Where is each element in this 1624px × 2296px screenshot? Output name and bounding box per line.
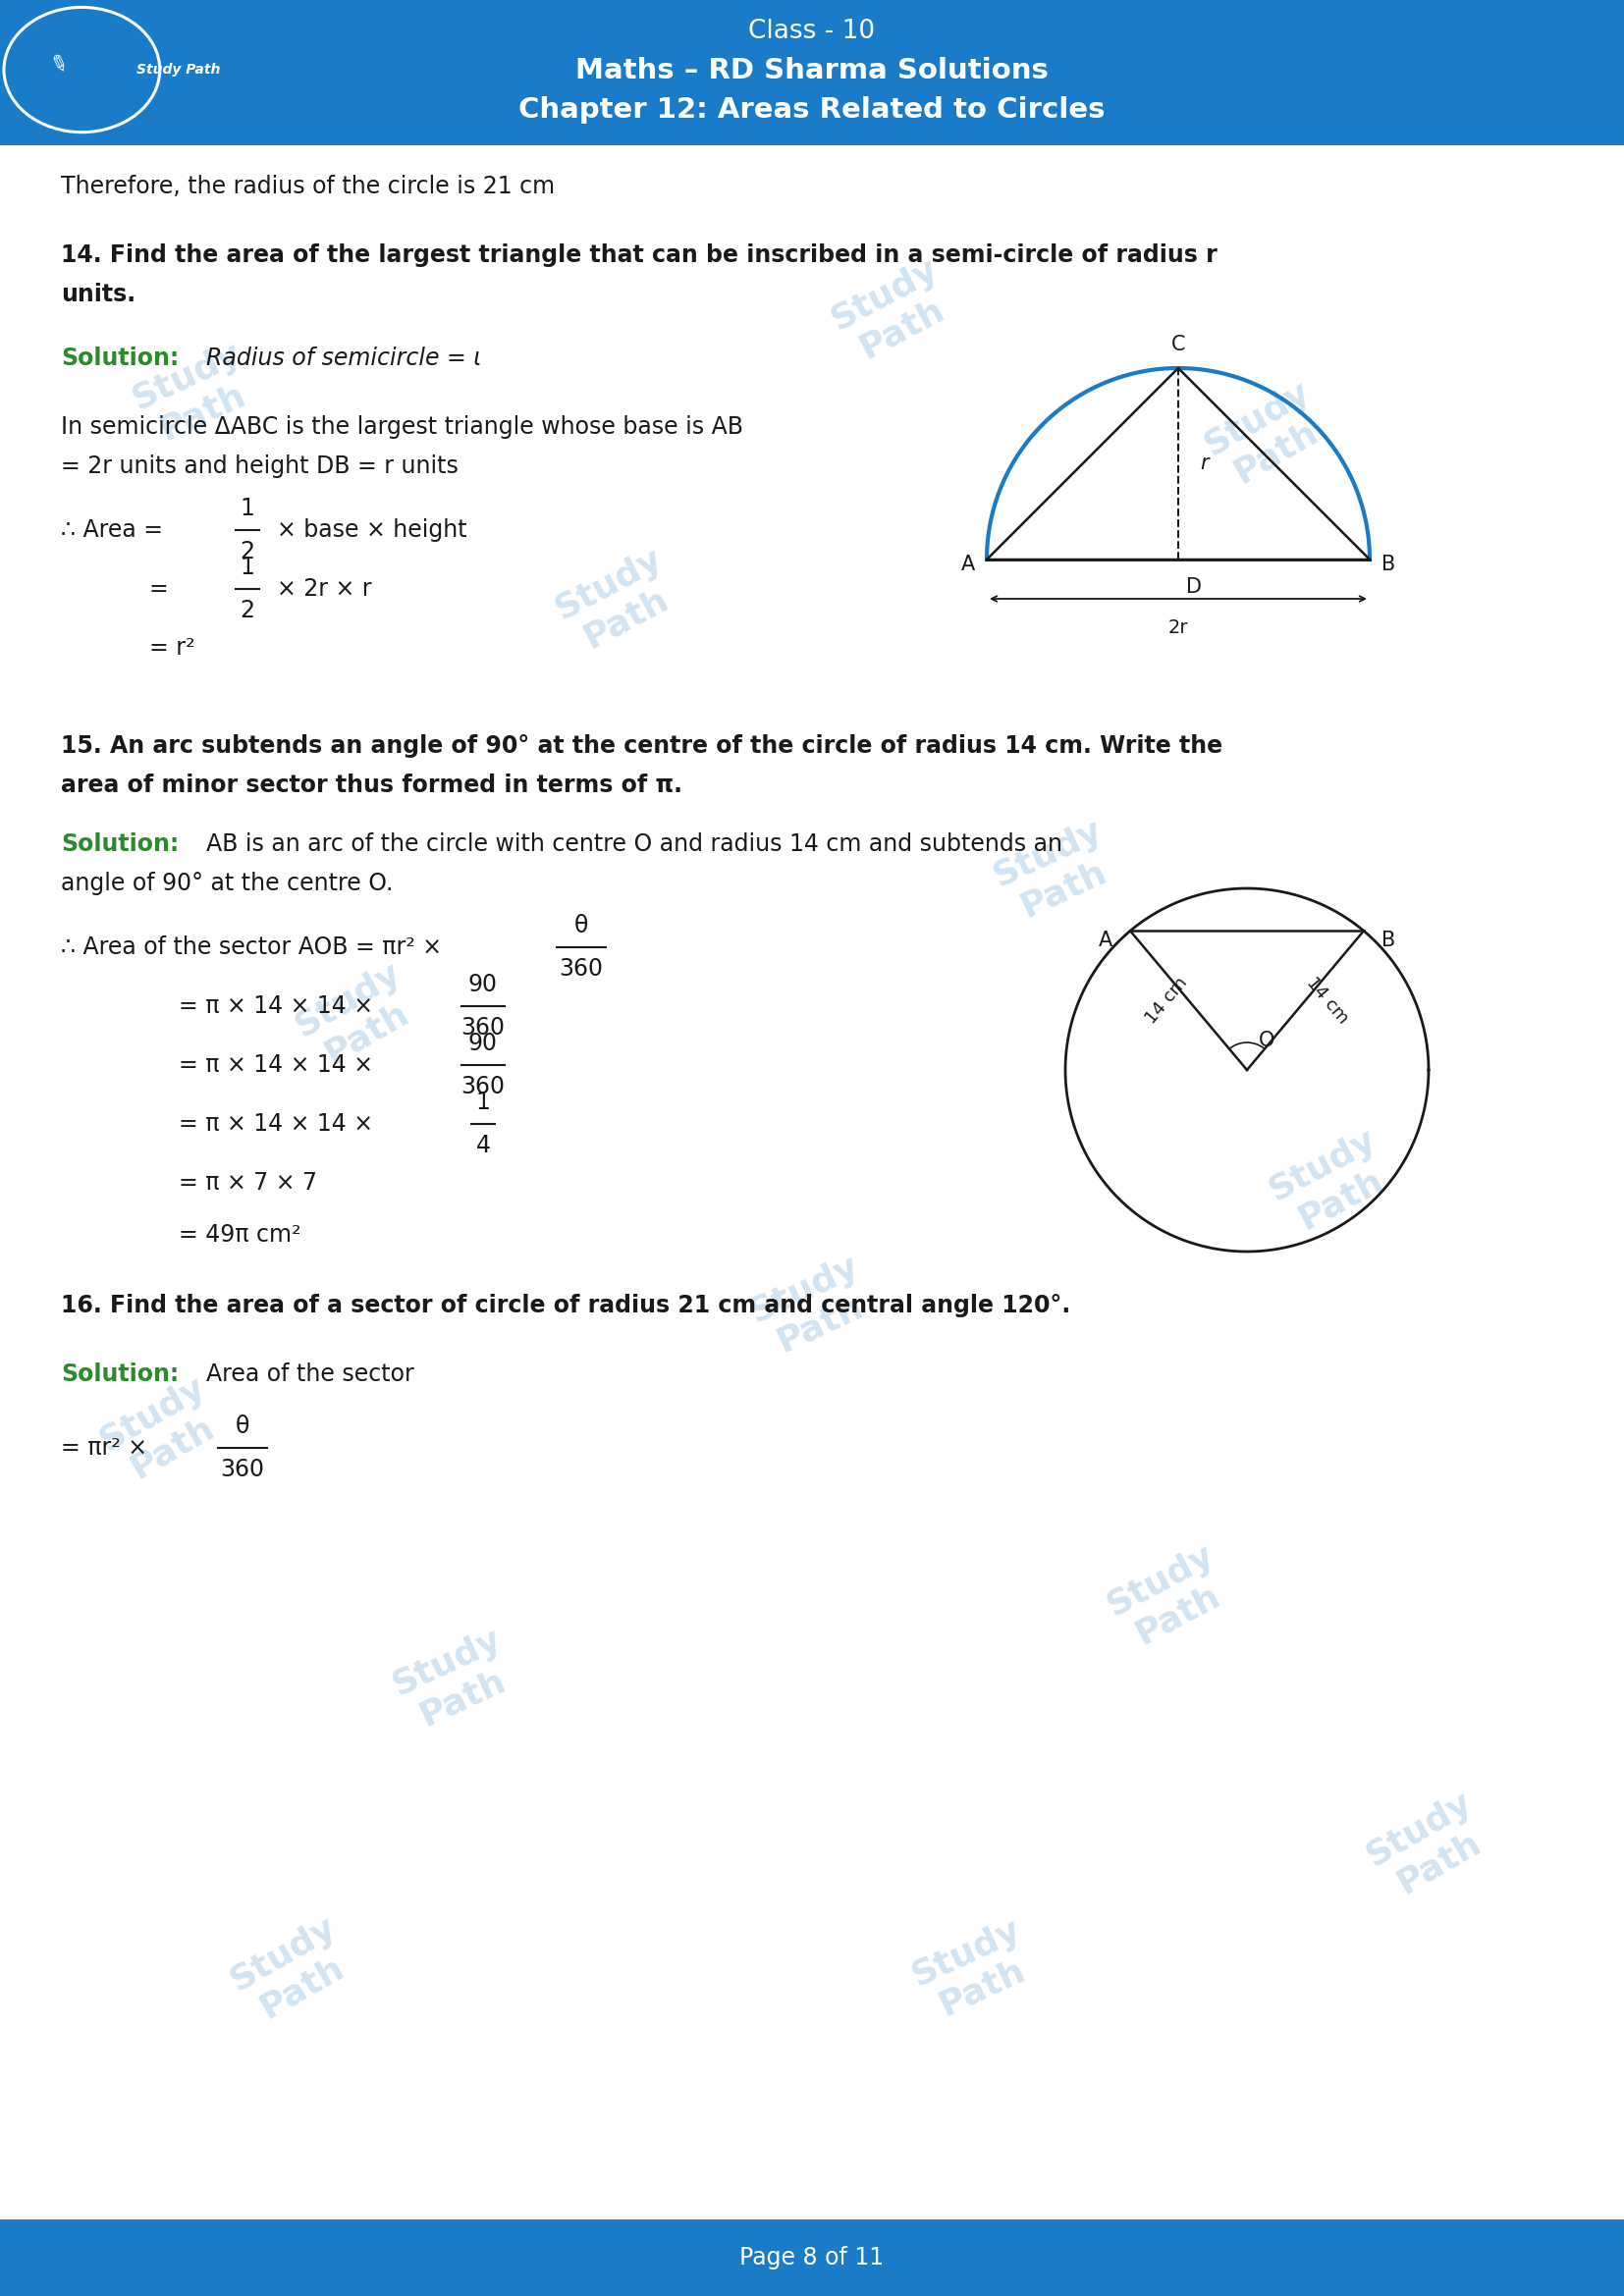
Text: 90: 90 (468, 974, 499, 996)
Text: B: B (1382, 930, 1395, 951)
Text: ∴ Area of the sector AOB = πr² ×: ∴ Area of the sector AOB = πr² × (60, 934, 442, 960)
Text: Solution:: Solution: (60, 347, 179, 370)
Text: Study
Path: Study Path (1361, 1786, 1497, 1906)
Text: θ: θ (575, 914, 588, 937)
Text: 2r: 2r (1168, 618, 1189, 636)
Text: Radius of semicircle = ι: Radius of semicircle = ι (206, 347, 481, 370)
Text: Study
Path: Study Path (906, 1913, 1043, 2027)
Text: 15. An arc subtends an angle of 90° at the centre of the circle of radius 14 cm.: 15. An arc subtends an angle of 90° at t… (60, 735, 1223, 758)
Text: = π × 7 × 7: = π × 7 × 7 (179, 1171, 317, 1194)
Text: Class - 10: Class - 10 (749, 18, 875, 44)
Text: 360: 360 (559, 957, 604, 980)
Text: Study
Path: Study Path (825, 253, 961, 370)
Text: 360: 360 (221, 1458, 265, 1481)
Text: Study
Path: Study Path (1199, 374, 1335, 496)
Text: Therefore, the radius of the circle is 21 cm: Therefore, the radius of the circle is 2… (60, 174, 555, 197)
Text: Page 8 of 11: Page 8 of 11 (741, 2245, 883, 2268)
Text: Study
Path: Study Path (744, 1249, 880, 1364)
Text: Study
Path: Study Path (289, 955, 425, 1077)
Text: Solution:: Solution: (60, 1362, 179, 1387)
Text: ✎: ✎ (47, 53, 70, 78)
Text: × 2r × r: × 2r × r (276, 576, 372, 602)
Text: AB is an arc of the circle with centre O and radius 14 cm and subtends an: AB is an arc of the circle with centre O… (206, 833, 1062, 856)
Text: Study Path: Study Path (136, 62, 221, 76)
Text: Maths – RD Sharma Solutions: Maths – RD Sharma Solutions (575, 57, 1049, 85)
Text: θ: θ (235, 1414, 250, 1437)
Text: = π × 14 × 14 ×: = π × 14 × 14 × (179, 994, 374, 1017)
Text: 1: 1 (240, 556, 255, 579)
Text: Chapter 12: Areas Related to Circles: Chapter 12: Areas Related to Circles (518, 96, 1106, 124)
Text: Study
Path: Study Path (127, 338, 263, 452)
Text: = r²: = r² (149, 636, 195, 659)
Text: 360: 360 (461, 1015, 505, 1040)
Text: r: r (1200, 455, 1208, 473)
Text: units.: units. (60, 282, 136, 305)
Text: In semicircle ΔABC is the largest triangle whose base is AB: In semicircle ΔABC is the largest triang… (60, 416, 744, 439)
Text: Study
Path: Study Path (1101, 1538, 1237, 1655)
Text: = πr² ×: = πr² × (60, 1435, 148, 1460)
Text: area of minor sector thus formed in terms of π.: area of minor sector thus formed in term… (60, 774, 682, 797)
Text: B: B (1382, 556, 1395, 574)
Text: 14 cm: 14 cm (1143, 974, 1192, 1026)
Text: Area of the sector: Area of the sector (206, 1362, 414, 1387)
Text: =: = (149, 576, 169, 602)
Text: C: C (1171, 335, 1186, 354)
Text: = 2r units and height DB = r units: = 2r units and height DB = r units (60, 455, 458, 478)
Text: 1: 1 (476, 1091, 490, 1114)
Text: 1: 1 (240, 496, 255, 521)
Text: 16. Find the area of a sector of circle of radius 21 cm and central angle 120°.: 16. Find the area of a sector of circle … (60, 1293, 1070, 1318)
Text: angle of 90° at the centre O.: angle of 90° at the centre O. (60, 872, 393, 895)
Text: 2: 2 (240, 540, 255, 563)
Text: D: D (1186, 576, 1202, 597)
Text: A: A (1098, 930, 1112, 951)
Text: 2: 2 (240, 599, 255, 622)
Text: 14 cm: 14 cm (1302, 974, 1351, 1026)
Text: Study
Path: Study Path (387, 1623, 523, 1738)
Text: 90: 90 (468, 1031, 499, 1056)
Text: Study
Path: Study Path (549, 542, 685, 661)
Text: Study
Path: Study Path (224, 1910, 361, 2032)
Text: Study
Path: Study Path (1263, 1123, 1400, 1242)
Text: 4: 4 (476, 1134, 490, 1157)
Text: ∴ Area =: ∴ Area = (60, 519, 162, 542)
Bar (0, 2220, 1624, 2296)
Text: O: O (1259, 1031, 1275, 1049)
Text: A: A (961, 556, 974, 574)
Text: Study
Path: Study Path (987, 815, 1124, 928)
Bar (0, 0, 1624, 145)
Text: Study
Path: Study Path (94, 1371, 231, 1492)
Text: = 49π cm²: = 49π cm² (179, 1224, 300, 1247)
Text: Solution:: Solution: (60, 833, 179, 856)
Text: 14. Find the area of the largest triangle that can be inscribed in a semi-circle: 14. Find the area of the largest triangl… (60, 243, 1218, 266)
Text: 360: 360 (461, 1075, 505, 1097)
Text: × base × height: × base × height (276, 519, 468, 542)
Text: = π × 14 × 14 ×: = π × 14 × 14 × (179, 1054, 374, 1077)
Text: = π × 14 × 14 ×: = π × 14 × 14 × (179, 1111, 374, 1137)
